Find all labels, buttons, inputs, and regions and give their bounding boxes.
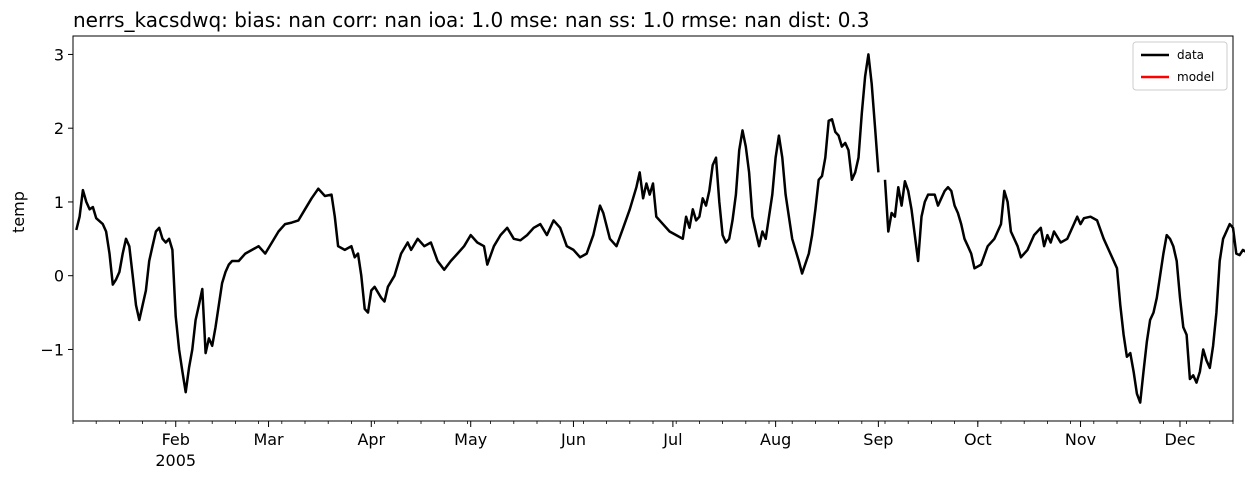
plot-area-frame	[72, 35, 1234, 422]
y-tick-label: 3	[54, 45, 64, 64]
legend-label-model: model	[1177, 70, 1214, 84]
series-line-data-segment-2	[883, 179, 1245, 404]
x-tick-label: Jun	[560, 430, 586, 449]
x-tick-label: Nov	[1065, 430, 1096, 449]
series-line-data-segment-1	[75, 53, 880, 394]
y-axis: 3 2 1 0 −1	[40, 45, 73, 359]
x-tick-label: Aug	[760, 430, 791, 449]
y-tick-label: −1	[40, 340, 64, 359]
x-tick-label: Dec	[1164, 430, 1195, 449]
x-tick-label: Jul	[662, 430, 682, 449]
x-tick-label: Sep	[863, 430, 893, 449]
y-tick-label: 1	[54, 193, 64, 212]
series-layer	[75, 53, 1245, 404]
x-tick-label: Apr	[357, 430, 385, 449]
x-tick-year-label: 2005	[155, 451, 196, 470]
y-tick-label: 2	[54, 119, 64, 138]
x-tick-label: Feb	[162, 430, 190, 449]
x-axis: Feb 2005 Mar Apr May Jun Jul Aug Sep Oct Nov Dec	[72, 421, 1234, 470]
x-tick-label: May	[454, 430, 487, 449]
x-tick-label: Mar	[253, 430, 284, 449]
x-tick-label: Oct	[964, 430, 992, 449]
y-tick-label: 0	[54, 267, 64, 286]
legend-label-data: data	[1177, 48, 1204, 62]
y-axis-label: temp	[9, 191, 28, 233]
chart-title: nerrs_kacsdwq: bias: nan corr: nan ioa: …	[73, 8, 870, 32]
legend: data model	[1132, 41, 1228, 91]
